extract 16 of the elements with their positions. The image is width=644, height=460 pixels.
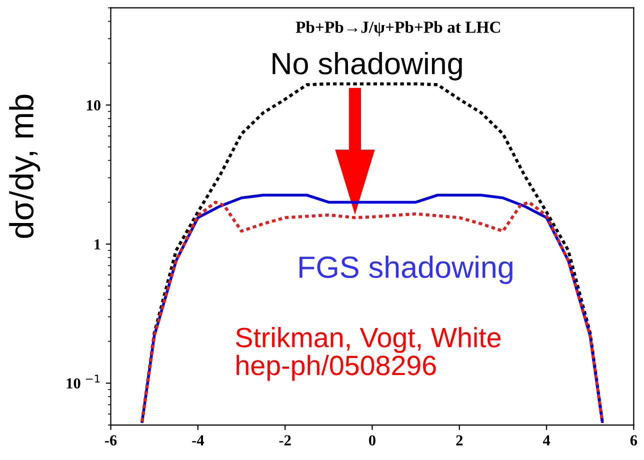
x-tick-label: 4 (542, 435, 550, 446)
y-tick-label: 10 $^{−1}$ (66, 374, 100, 389)
series-label: No shadowing (272, 52, 462, 80)
x-tick-label: 2 (456, 435, 463, 446)
annotation: Strikman, Vogt, White hep-ph/0508296 (236, 326, 501, 381)
x-tick-label: 0 (368, 435, 376, 446)
x-tick-label: -6 (104, 435, 117, 446)
y-axis-title: dσ/dy, mb (9, 94, 40, 238)
series-label: FGS shadowing (300, 256, 512, 284)
x-tick-label: 6 (630, 435, 638, 446)
y-tick-label: 10 (86, 100, 100, 110)
text: Pb+Pb→J/ψ+Pb+Pb at LHC (296, 21, 500, 36)
x-tick-label: -2 (279, 435, 291, 446)
y-tick-label: 1 (94, 239, 100, 250)
x-tick-label: -4 (192, 435, 204, 446)
line-series (140, 82, 604, 424)
